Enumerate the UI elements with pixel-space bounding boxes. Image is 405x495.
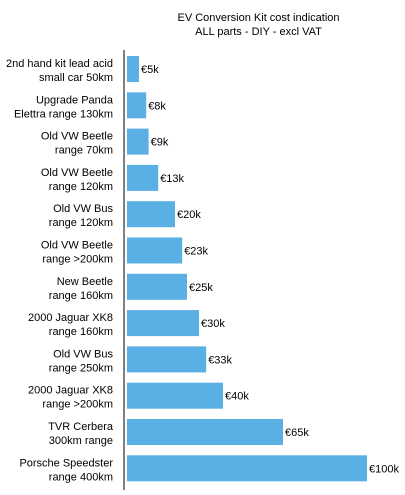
category-label-3: Old VW Beetle range 120km	[41, 167, 113, 193]
category-label-line: Old VW Bus	[53, 203, 113, 215]
category-label-line: Upgrade Panda	[36, 94, 114, 106]
value-label-11: €100k	[369, 463, 399, 475]
category-label-line: range >200km	[42, 254, 113, 266]
bar-5	[127, 237, 183, 264]
category-label-line: Old VW Bus	[53, 348, 113, 360]
category-label-2: Old VW Beetle range 70km	[41, 131, 113, 157]
bar-2	[127, 128, 149, 155]
value-label-3: €13k	[160, 173, 184, 185]
category-label-line: range 120km	[49, 217, 113, 229]
category-label-8: Old VW Bus range 250km	[49, 348, 114, 374]
category-label-line: range >200km	[42, 399, 113, 411]
category-label-line: 2000 Jaguar XK8	[28, 312, 113, 324]
value-label-0: €5k	[141, 64, 159, 76]
category-label-line: 2nd hand kit lead acid	[6, 58, 113, 70]
bar-11	[127, 455, 367, 482]
chart-title-line-2: ALL parts - DIY - excl VAT	[195, 26, 322, 38]
bar-6	[127, 273, 187, 300]
value-label-4: €20k	[177, 209, 201, 221]
category-label-line: range 250km	[49, 362, 113, 374]
category-label-11: Porsche Speedster range 400km	[19, 457, 113, 483]
category-label-4: Old VW Bus range 120km	[49, 203, 114, 229]
category-label-line: Old VW Beetle	[41, 240, 113, 252]
category-label-0: 2nd hand kit lead acid small car 50km	[6, 58, 113, 84]
category-label-line: Old VW Beetle	[41, 131, 113, 143]
category-label-9: 2000 Jaguar XK8 range >200km	[28, 385, 113, 411]
chart-title-line-1: EV Conversion Kit cost indication	[177, 12, 340, 24]
category-label-line: Porsche Speedster	[19, 457, 113, 469]
value-label-1: €8k	[148, 100, 166, 112]
category-label-line: small car 50km	[39, 72, 113, 84]
value-label-10: €65k	[285, 427, 309, 439]
category-label-line: Old VW Beetle	[41, 167, 113, 179]
bar-10	[127, 419, 283, 445]
bar-8	[127, 346, 207, 373]
bar-3	[127, 164, 159, 191]
value-label-9: €40k	[225, 391, 249, 403]
value-label-5: €23k	[184, 246, 208, 258]
bar-4	[127, 201, 175, 228]
bar-7	[127, 310, 199, 337]
category-label-line: range 160km	[49, 326, 113, 338]
category-label-7: 2000 Jaguar XK8 range 160km	[28, 312, 113, 338]
category-label-line: range 70km	[55, 145, 113, 157]
value-label-8: €33k	[208, 354, 232, 366]
category-label-line: TVR Cerbera	[48, 421, 114, 433]
category-label-line: Elettra range 130km	[14, 108, 113, 120]
value-label-7: €30k	[201, 318, 225, 330]
chart-title: EV Conversion Kit cost indication ALL pa…	[0, 11, 405, 39]
category-label-line: range 400km	[49, 471, 113, 483]
category-label-line: 2000 Jaguar XK8	[28, 385, 113, 397]
category-label-1: Upgrade Panda Elettra range 130km	[14, 94, 114, 120]
category-label-10: TVR Cerbera 300km range	[48, 421, 114, 447]
bar-9	[127, 382, 223, 409]
category-label-line: New Beetle	[57, 276, 113, 288]
category-label-line: range 160km	[49, 290, 113, 302]
value-label-2: €9k	[151, 137, 169, 149]
category-label-5: Old VW Beetle range >200km	[41, 240, 113, 266]
bar-0	[127, 56, 139, 82]
category-label-line: range 120km	[49, 181, 113, 193]
category-label-line: 300km range	[49, 435, 113, 447]
bar-1	[127, 92, 147, 119]
value-label-6: €25k	[189, 282, 213, 294]
category-label-6: New Beetle range 160km	[49, 276, 113, 302]
